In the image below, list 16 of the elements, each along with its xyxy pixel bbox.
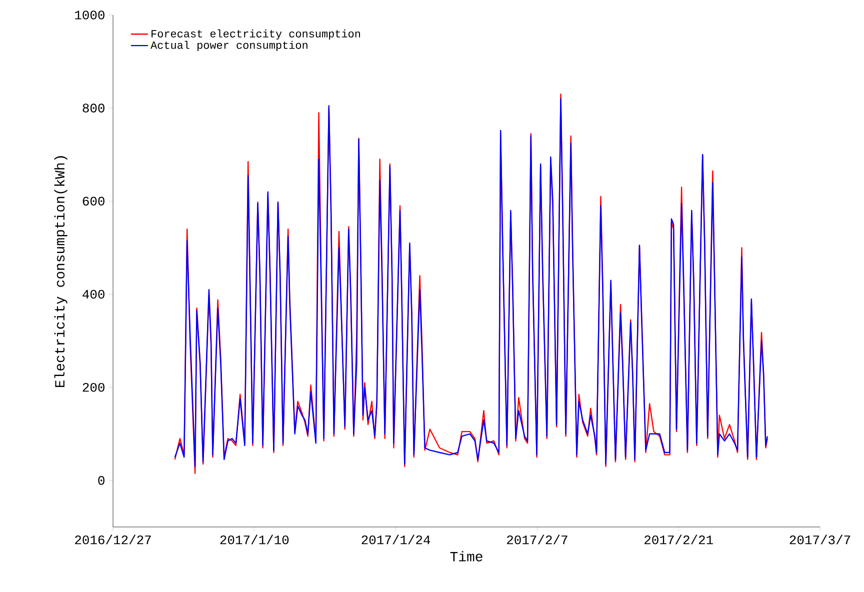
x-tick-label: 2017/2/7 [507,534,568,544]
x-axis-title: Time [450,551,482,562]
y-tick-label: 1000 [75,10,104,20]
y-tick-label: 0 [98,476,104,485]
x-tick-label: 2017/1/24 [362,534,430,544]
y-tick-label: 800 [82,104,104,112]
x-tick-label: 2017/1/10 [220,534,289,544]
y-axis-title: Electricity consumption(kWh) [54,156,68,388]
x-tick-label: 2017/2/21 [644,534,713,544]
x-tick-label: 2016/12/27 [75,534,151,544]
y-tick-label: 600 [82,196,104,206]
y-tick-label: 200 [82,382,104,392]
legend-label: Forecast electricity consumption [152,29,360,40]
legend-label: Actual power consumption [150,40,308,52]
x-tick-label: 2017/3/7 [790,534,850,544]
y-tick-label: 400 [82,290,104,299]
